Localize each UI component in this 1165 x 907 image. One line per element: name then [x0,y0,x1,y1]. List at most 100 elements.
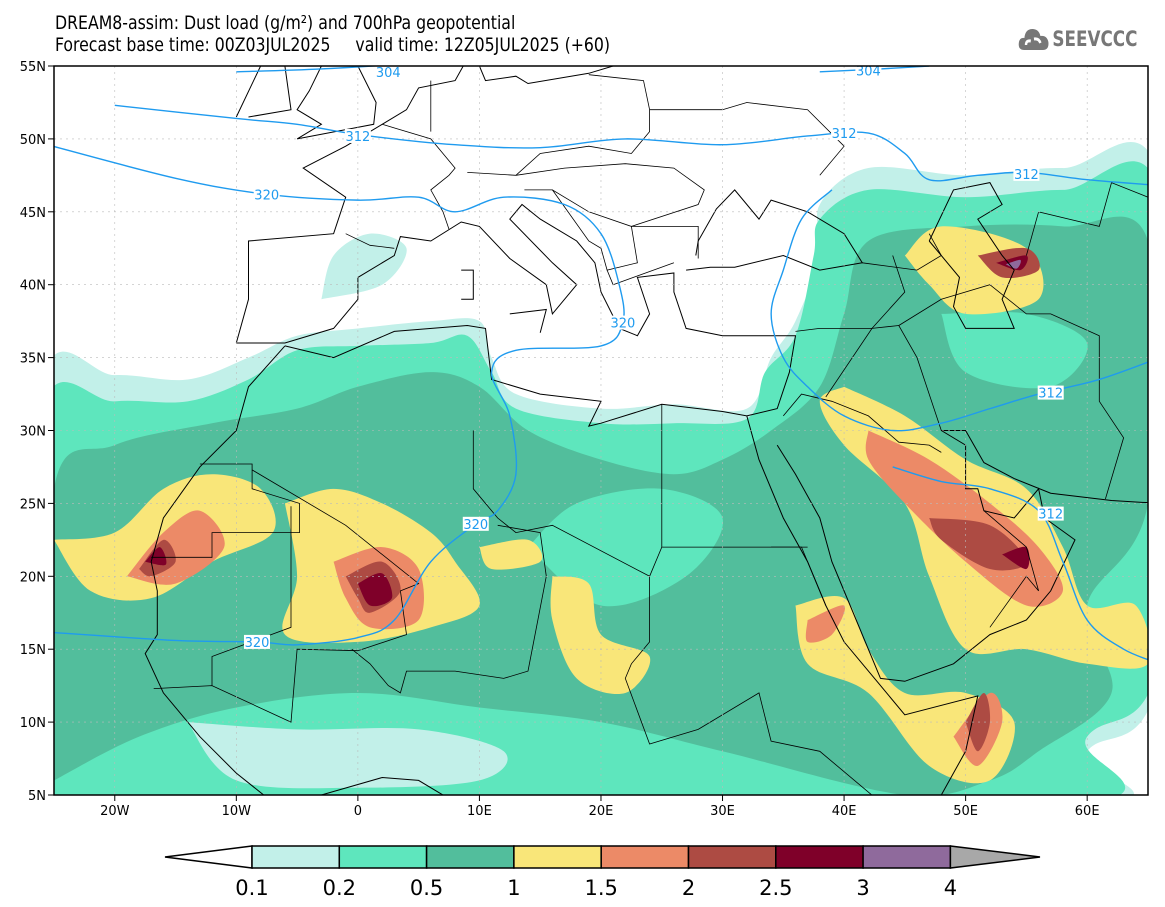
colorbar-swatch [600,845,690,869]
country-border [552,189,638,271]
dust-1-niger [479,539,543,570]
lat-label: 20N [20,570,46,585]
colorbar-level-label: 2.5 [759,876,792,900]
contour-value: 312 [345,130,370,145]
coastline [509,308,547,333]
contour-label: 320 [462,516,489,533]
contour-value: 320 [245,636,270,651]
colorbar-under-triangle [164,845,253,869]
logo-text: SEEVCCC [1052,27,1138,51]
dust-1-chad [550,576,651,694]
lon-label: 60E [1075,804,1100,819]
colorbar-swatch [251,845,341,869]
country-border [983,510,1039,628]
colorbar-swatch [862,845,952,869]
lat-label: 5N [28,789,46,804]
country-border [898,284,1125,500]
lon-label: 10W [222,804,252,819]
country-border [795,325,942,431]
coastline [235,66,292,118]
country-border [382,123,456,230]
colorbar-level-label: 0.1 [235,876,268,900]
country-border [631,225,699,259]
contour-label: 320 [243,634,270,651]
colorbar: 0.1 0.2 0.5 1 1.5 2 2.5 3 4 [164,845,1041,900]
country-border [351,524,547,694]
country-border [649,546,663,577]
contour-value: 312 [1038,387,1063,402]
lon-label: 20W [100,804,130,819]
dust-3-karabogaz [1005,259,1021,269]
colorbar-swatch [425,845,515,869]
country-border [467,74,650,176]
coastline [461,269,474,300]
dust-2-rubalkhali [929,517,1027,571]
coastline [746,415,979,795]
contour-value: 320 [463,518,488,533]
contour-label: 320 [253,187,280,203]
contour-label: 312 [344,128,371,145]
lon-label: 0 [354,804,362,819]
geopotential-contour-line [892,466,1148,661]
dust-0.2-libya [528,488,724,607]
lat-label: 50N [20,133,46,148]
dust-0.1-southwest [187,722,508,789]
coastline [296,66,377,140]
country-border [1026,182,1148,256]
coastline [928,182,1015,329]
country-border [153,469,420,723]
dust-2.5-oman [1002,546,1030,570]
contour-value: 304 [856,64,881,79]
geopotential-contour-line [114,104,1148,186]
coastline [235,66,464,344]
contour-value: 312 [832,127,857,142]
lat-label: 15N [20,643,46,658]
contour-label: 304 [855,64,882,79]
colorbar-level-label: 3 [856,876,869,900]
coastline [144,345,444,795]
country-border [649,102,845,176]
lat-label: 35N [20,352,46,367]
figure-subtitle-times: Forecast base time: 00Z03JUL2025 valid t… [55,34,611,56]
coastlines-borders [54,66,1148,795]
lat-label: 55N [20,60,46,75]
country-border [862,233,942,271]
dust-0.2-iran [941,311,1088,389]
colorbar-swatch [338,845,428,869]
coastline [776,430,1076,682]
contour-value: 312 [1038,508,1063,523]
country-border [151,463,300,558]
lat-label: 45N [20,206,46,221]
geopotential-contour-line [54,145,625,646]
colorbar-swatch [775,845,864,869]
colorbar-level-label: 1 [507,876,520,900]
colorbar-swatch [687,845,777,869]
colorbar-level-label: 0.5 [410,876,443,900]
contour-value: 312 [1014,168,1039,183]
contour-label: 312 [1013,166,1040,183]
coastline [236,203,797,427]
dust-1.5-eritrea [805,605,846,643]
contour-label: 304 [375,66,402,81]
geopotential-contour-line [236,66,384,73]
colorbar-level-label: 4 [944,876,957,900]
lat-label: 30N [20,425,46,440]
coastline [941,430,1148,504]
country-border [771,546,827,606]
contour-label: 312 [1037,385,1064,402]
colorbar-swatch [513,845,602,869]
seevccc-logo: SEEVCCC [1018,26,1137,52]
dust-1-caspian [904,226,1044,315]
lat-label: 40N [20,279,46,294]
colorbar-level-label: 0.2 [323,876,356,900]
contour-value: 320 [254,188,279,203]
lon-label: 40E [832,804,857,819]
colorbar-over-triangle [949,845,1041,869]
contour-label: 312 [1037,506,1064,523]
lon-label: 30E [710,804,735,819]
dust-0.1-spain [321,233,407,300]
country-border [515,163,705,227]
cloud-icon [1018,29,1049,50]
coastline [686,189,864,271]
